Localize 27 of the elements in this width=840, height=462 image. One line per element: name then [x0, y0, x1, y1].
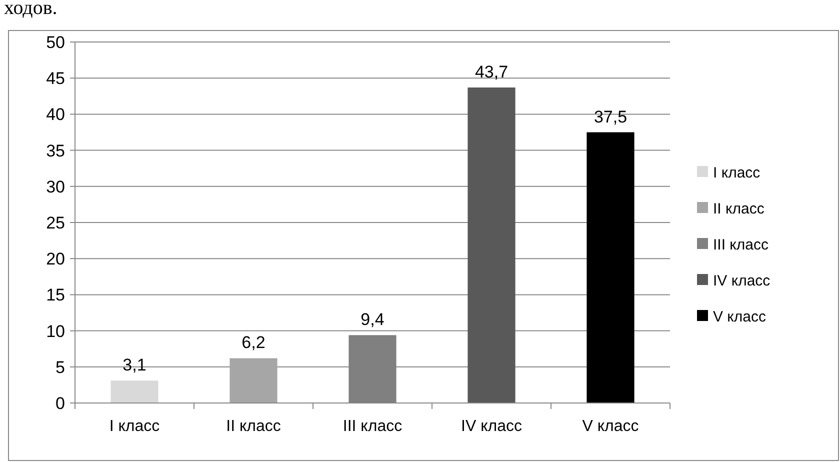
x-tick-label: IV класс	[461, 418, 522, 435]
data-label: 43,7	[474, 62, 508, 82]
y-tick-label: 25	[46, 213, 65, 232]
y-tick-label: 40	[46, 105, 65, 124]
y-tick-label: 0	[56, 394, 65, 413]
x-tick-label: II класс	[226, 418, 281, 435]
legend-label: IV класс	[713, 272, 771, 290]
x-tick-label: V класс	[582, 418, 639, 435]
x-tick-label: I класс	[109, 418, 160, 435]
y-tick-label: 10	[46, 322, 65, 341]
data-label: 9,4	[360, 310, 384, 330]
text: ходов.	[4, 0, 58, 19]
legend-label: V класс	[713, 308, 766, 326]
legend-label: II класс	[713, 200, 765, 218]
x-tick-label: III класс	[342, 418, 402, 435]
y-tick-label: 50	[46, 32, 65, 52]
y-tick-label: 15	[46, 286, 65, 305]
y-tick-label: 20	[46, 250, 65, 269]
y-tick-label: 30	[46, 177, 65, 196]
y-tick-label: 35	[46, 141, 65, 160]
y-tick-label: 45	[46, 69, 65, 88]
legend-label: III класс	[713, 236, 769, 254]
y-tick-label: 5	[56, 358, 65, 377]
legend-label: I класс	[713, 164, 761, 182]
data-label: 6,2	[242, 333, 266, 352]
data-label: 37,5	[594, 107, 628, 126]
data-label: 3,1	[122, 356, 146, 375]
